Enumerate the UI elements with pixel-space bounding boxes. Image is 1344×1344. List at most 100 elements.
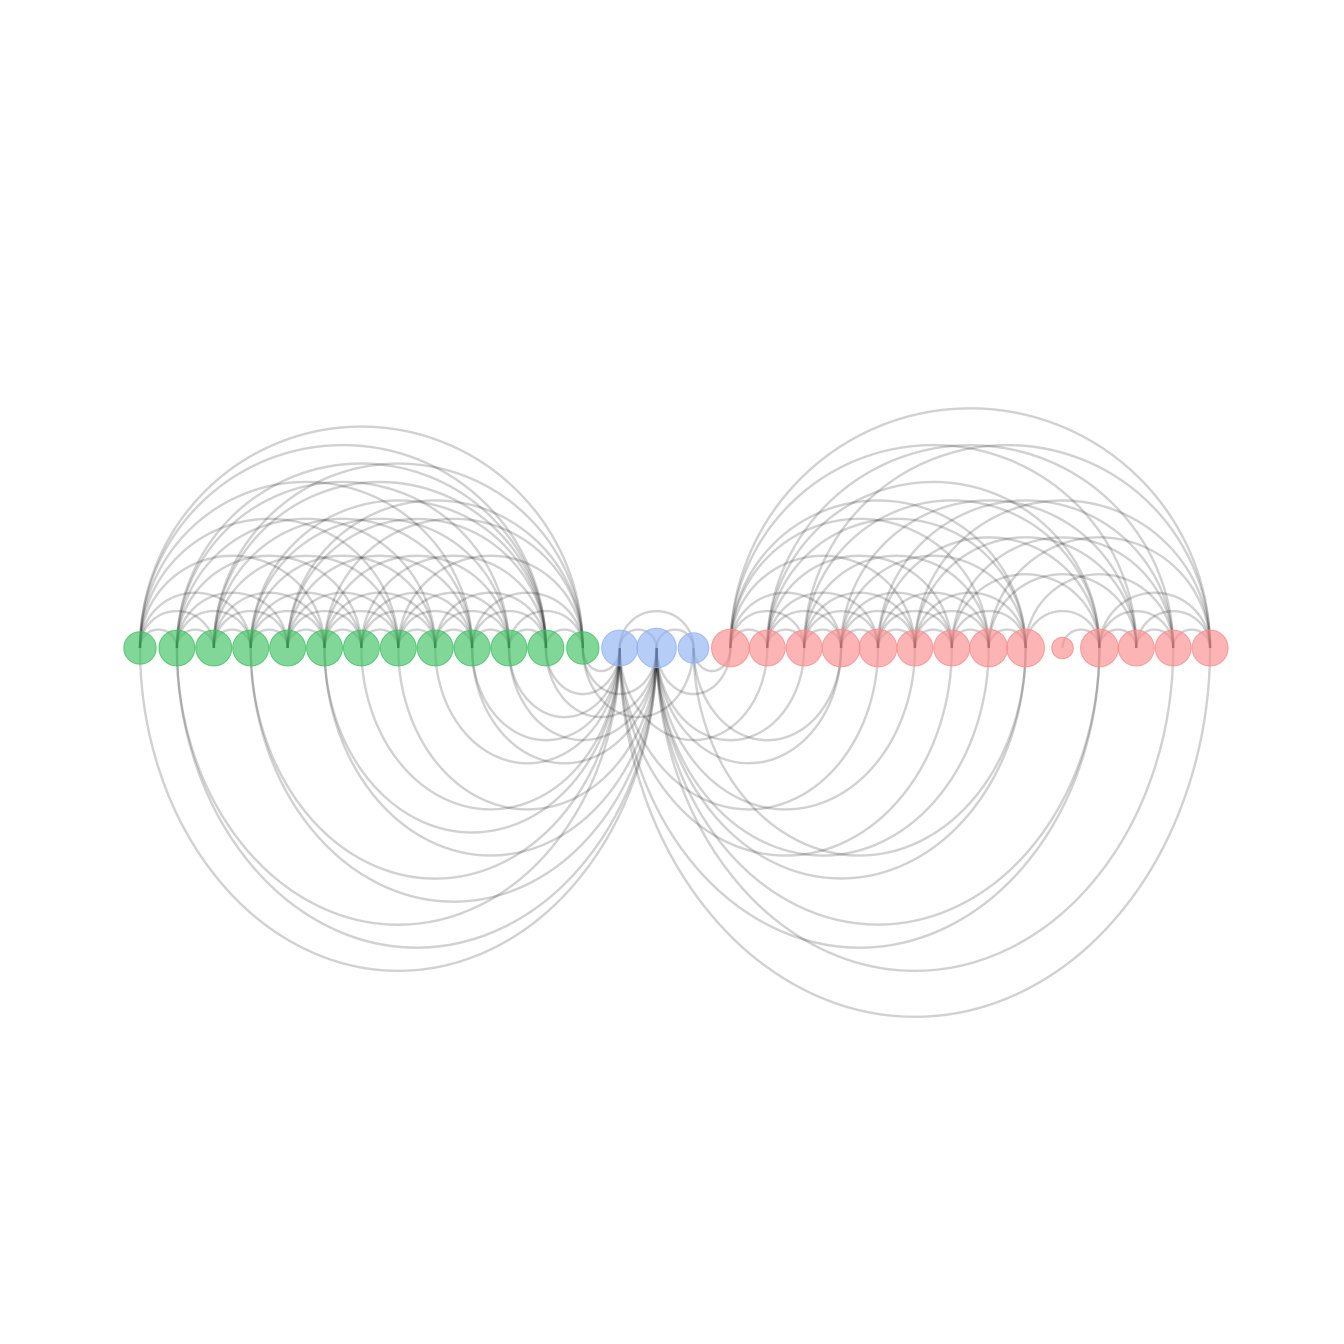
arc-above-21-24 bbox=[913, 591, 1027, 649]
node-14 bbox=[636, 627, 677, 669]
arc-below-13-29 bbox=[618, 647, 1212, 1019]
arc-below-9-13 bbox=[470, 647, 621, 742]
node-18 bbox=[785, 629, 823, 667]
node-17 bbox=[748, 629, 786, 667]
node-22 bbox=[933, 629, 971, 667]
arc-above-3-10 bbox=[249, 517, 511, 649]
arc-above-17-24 bbox=[766, 517, 1027, 649]
arc-above-17-28 bbox=[766, 443, 1175, 649]
arc-above-1-6 bbox=[175, 554, 363, 649]
arc-above-21-29 bbox=[913, 499, 1212, 649]
arc-above-16-23 bbox=[729, 517, 990, 649]
arc-above-17-20 bbox=[766, 591, 880, 649]
arc-above-0-9 bbox=[138, 480, 474, 649]
arc-above-3-8 bbox=[249, 554, 437, 649]
arc-above-5-8 bbox=[323, 591, 437, 649]
arc-below-7-14 bbox=[397, 647, 658, 811]
arc-above-8-11 bbox=[434, 591, 548, 649]
arc-above-2-12 bbox=[212, 462, 584, 649]
arc-below-13-22 bbox=[618, 647, 953, 857]
arc-below-5-13 bbox=[323, 647, 621, 834]
arc-below-0-14 bbox=[138, 647, 658, 973]
arc-above-4-12 bbox=[286, 499, 584, 649]
node-7 bbox=[379, 629, 417, 667]
arc-below-8-13 bbox=[434, 647, 621, 765]
arc-below-6-13 bbox=[360, 647, 621, 811]
arcs-below bbox=[138, 647, 1212, 1019]
arc-above-0-11 bbox=[138, 443, 548, 649]
arc-below-13-20 bbox=[618, 647, 880, 811]
arcs-above bbox=[138, 407, 1212, 649]
arc-below-14-21 bbox=[655, 647, 917, 811]
arc-above-2-11 bbox=[212, 480, 548, 649]
arc-above-0-3 bbox=[138, 591, 252, 649]
arc-above-19-24 bbox=[839, 554, 1027, 649]
arc-below-14-18 bbox=[655, 647, 806, 742]
arc-below-3-14 bbox=[249, 647, 658, 903]
arc-above-9-12 bbox=[470, 591, 584, 649]
arc-above-18-29 bbox=[803, 443, 1212, 649]
arc-above-3-6 bbox=[249, 591, 363, 649]
arc-above-20-23 bbox=[876, 591, 990, 649]
arc-below-14-19 bbox=[655, 647, 843, 765]
arc-above-16-21 bbox=[729, 554, 917, 649]
node-29 bbox=[1191, 629, 1229, 667]
arc-below-11-14 bbox=[544, 647, 658, 719]
arc-below-9-14 bbox=[470, 647, 658, 765]
arc-above-21-27 bbox=[913, 536, 1138, 649]
arc-above-2-5 bbox=[212, 591, 326, 649]
arc-above-2-7 bbox=[212, 554, 400, 649]
node-19 bbox=[821, 628, 861, 668]
node-4 bbox=[269, 629, 307, 667]
arc-below-3-13 bbox=[249, 647, 621, 880]
arc-above-5-12 bbox=[323, 517, 584, 649]
arc-below-1-13 bbox=[175, 647, 621, 926]
arc-above-6-9 bbox=[360, 591, 474, 649]
arc-below-11-13 bbox=[544, 647, 621, 696]
node-20 bbox=[858, 628, 898, 668]
arc-below-14-28 bbox=[655, 647, 1175, 973]
node-0 bbox=[123, 631, 157, 665]
arc-above-4-7 bbox=[286, 591, 400, 649]
node-2 bbox=[195, 629, 233, 667]
arc-above-0-7 bbox=[138, 517, 400, 649]
arc-above-0-5 bbox=[138, 554, 326, 649]
arc-above-18-21 bbox=[803, 591, 917, 649]
arc-above-1-11 bbox=[175, 462, 548, 649]
arc-below-10-13 bbox=[507, 647, 621, 719]
arc-above-16-19 bbox=[729, 591, 843, 649]
arc-above-4-11 bbox=[286, 517, 548, 649]
arc-below-13-26 bbox=[618, 647, 1101, 950]
node-27 bbox=[1117, 629, 1155, 667]
arc-above-5-10 bbox=[323, 554, 511, 649]
node-25 bbox=[1051, 636, 1074, 660]
node-28 bbox=[1154, 629, 1192, 667]
arc-above-16-29 bbox=[729, 407, 1212, 649]
node-15 bbox=[677, 632, 710, 664]
node-16 bbox=[711, 628, 750, 668]
node-1 bbox=[158, 629, 196, 667]
arc-above-1-10 bbox=[175, 480, 511, 649]
node-23 bbox=[969, 628, 1009, 668]
nodes bbox=[123, 627, 1229, 669]
node-24 bbox=[1006, 628, 1045, 668]
arc-above-22-26 bbox=[950, 573, 1101, 649]
arc-above-1-4 bbox=[175, 591, 289, 649]
arc-above-3-11 bbox=[249, 499, 548, 649]
arc-above-4-9 bbox=[286, 554, 474, 649]
arc-above-7-10 bbox=[397, 591, 511, 649]
arc-above-19-27 bbox=[839, 499, 1138, 649]
arc-above-26-29 bbox=[1098, 591, 1212, 649]
arc-above-16-24 bbox=[729, 499, 1027, 649]
arc-below-15-19 bbox=[692, 647, 843, 742]
arc-above-23-27 bbox=[987, 573, 1138, 649]
arc-above-0-12 bbox=[138, 425, 584, 649]
node-11 bbox=[527, 629, 565, 667]
arc-below-1-14 bbox=[175, 647, 658, 950]
arc-below-15-24 bbox=[692, 647, 1027, 857]
arc-below-5-14 bbox=[323, 647, 658, 857]
arc-below-10-14 bbox=[507, 647, 658, 742]
arc-below-14-24 bbox=[655, 647, 1027, 880]
arc-above-20-28 bbox=[876, 499, 1175, 649]
